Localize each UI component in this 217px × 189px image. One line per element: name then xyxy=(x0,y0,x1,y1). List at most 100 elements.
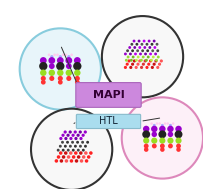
Circle shape xyxy=(153,46,156,49)
Circle shape xyxy=(50,55,53,58)
Circle shape xyxy=(144,144,149,148)
Circle shape xyxy=(175,126,182,132)
Circle shape xyxy=(75,159,78,163)
Circle shape xyxy=(74,137,77,140)
Circle shape xyxy=(64,145,67,148)
Circle shape xyxy=(59,137,62,140)
Circle shape xyxy=(40,70,46,76)
Circle shape xyxy=(158,63,161,66)
Circle shape xyxy=(152,56,155,58)
Circle shape xyxy=(76,141,79,144)
Circle shape xyxy=(176,138,182,144)
Circle shape xyxy=(149,59,152,63)
Circle shape xyxy=(133,40,135,43)
Circle shape xyxy=(124,66,127,69)
Circle shape xyxy=(154,59,158,63)
Circle shape xyxy=(67,155,70,159)
Circle shape xyxy=(60,159,63,163)
Circle shape xyxy=(69,151,72,155)
Circle shape xyxy=(39,62,48,70)
Circle shape xyxy=(66,134,70,137)
Circle shape xyxy=(41,76,46,81)
Circle shape xyxy=(66,63,72,69)
Circle shape xyxy=(145,66,149,69)
Circle shape xyxy=(67,55,70,58)
Circle shape xyxy=(49,70,55,76)
FancyBboxPatch shape xyxy=(76,114,141,129)
Circle shape xyxy=(87,155,90,159)
Circle shape xyxy=(145,59,148,62)
Circle shape xyxy=(70,159,73,163)
Circle shape xyxy=(85,159,88,163)
Circle shape xyxy=(56,62,64,70)
Circle shape xyxy=(151,138,157,144)
Circle shape xyxy=(151,49,154,52)
Circle shape xyxy=(133,59,136,63)
Circle shape xyxy=(66,141,69,144)
Circle shape xyxy=(82,134,85,137)
Circle shape xyxy=(75,76,80,81)
Circle shape xyxy=(64,151,67,155)
Circle shape xyxy=(128,46,131,49)
Circle shape xyxy=(56,53,59,56)
Circle shape xyxy=(73,62,81,70)
Circle shape xyxy=(72,155,75,159)
Circle shape xyxy=(59,151,62,155)
Circle shape xyxy=(153,40,156,43)
Circle shape xyxy=(70,53,73,56)
Circle shape xyxy=(157,56,160,58)
Circle shape xyxy=(65,53,67,56)
Circle shape xyxy=(172,122,174,125)
Circle shape xyxy=(158,122,161,125)
Circle shape xyxy=(143,138,149,144)
Circle shape xyxy=(150,59,153,62)
Circle shape xyxy=(150,122,153,125)
Circle shape xyxy=(66,76,71,81)
Circle shape xyxy=(59,145,62,148)
Circle shape xyxy=(154,53,157,55)
Circle shape xyxy=(142,130,150,138)
Circle shape xyxy=(84,145,87,148)
Circle shape xyxy=(164,122,166,125)
Circle shape xyxy=(67,149,70,152)
Circle shape xyxy=(156,49,159,52)
Circle shape xyxy=(57,155,60,159)
Circle shape xyxy=(134,53,137,55)
Circle shape xyxy=(135,66,138,69)
Circle shape xyxy=(132,56,135,58)
Circle shape xyxy=(57,70,64,76)
Circle shape xyxy=(102,16,183,97)
Circle shape xyxy=(74,57,81,64)
Circle shape xyxy=(66,70,72,76)
Circle shape xyxy=(69,145,72,148)
Circle shape xyxy=(138,59,141,63)
Circle shape xyxy=(156,122,158,125)
Circle shape xyxy=(65,159,68,163)
Circle shape xyxy=(156,66,159,69)
Circle shape xyxy=(144,59,147,63)
Text: HTL: HTL xyxy=(99,116,118,126)
Circle shape xyxy=(77,134,80,137)
Circle shape xyxy=(74,70,81,76)
Circle shape xyxy=(159,126,166,132)
Circle shape xyxy=(151,132,157,137)
Circle shape xyxy=(81,141,84,144)
Circle shape xyxy=(49,63,55,69)
Circle shape xyxy=(143,46,146,49)
Circle shape xyxy=(140,59,143,62)
Circle shape xyxy=(130,43,133,46)
Circle shape xyxy=(57,57,64,64)
Circle shape xyxy=(74,130,77,134)
Circle shape xyxy=(130,59,133,62)
Circle shape xyxy=(41,80,46,85)
Circle shape xyxy=(153,124,156,127)
Circle shape xyxy=(151,66,154,69)
Circle shape xyxy=(62,155,65,159)
Circle shape xyxy=(71,134,75,137)
Circle shape xyxy=(48,57,55,64)
Circle shape xyxy=(135,59,138,62)
Circle shape xyxy=(156,43,158,46)
Circle shape xyxy=(84,130,87,134)
Circle shape xyxy=(147,56,150,58)
Circle shape xyxy=(49,76,54,81)
